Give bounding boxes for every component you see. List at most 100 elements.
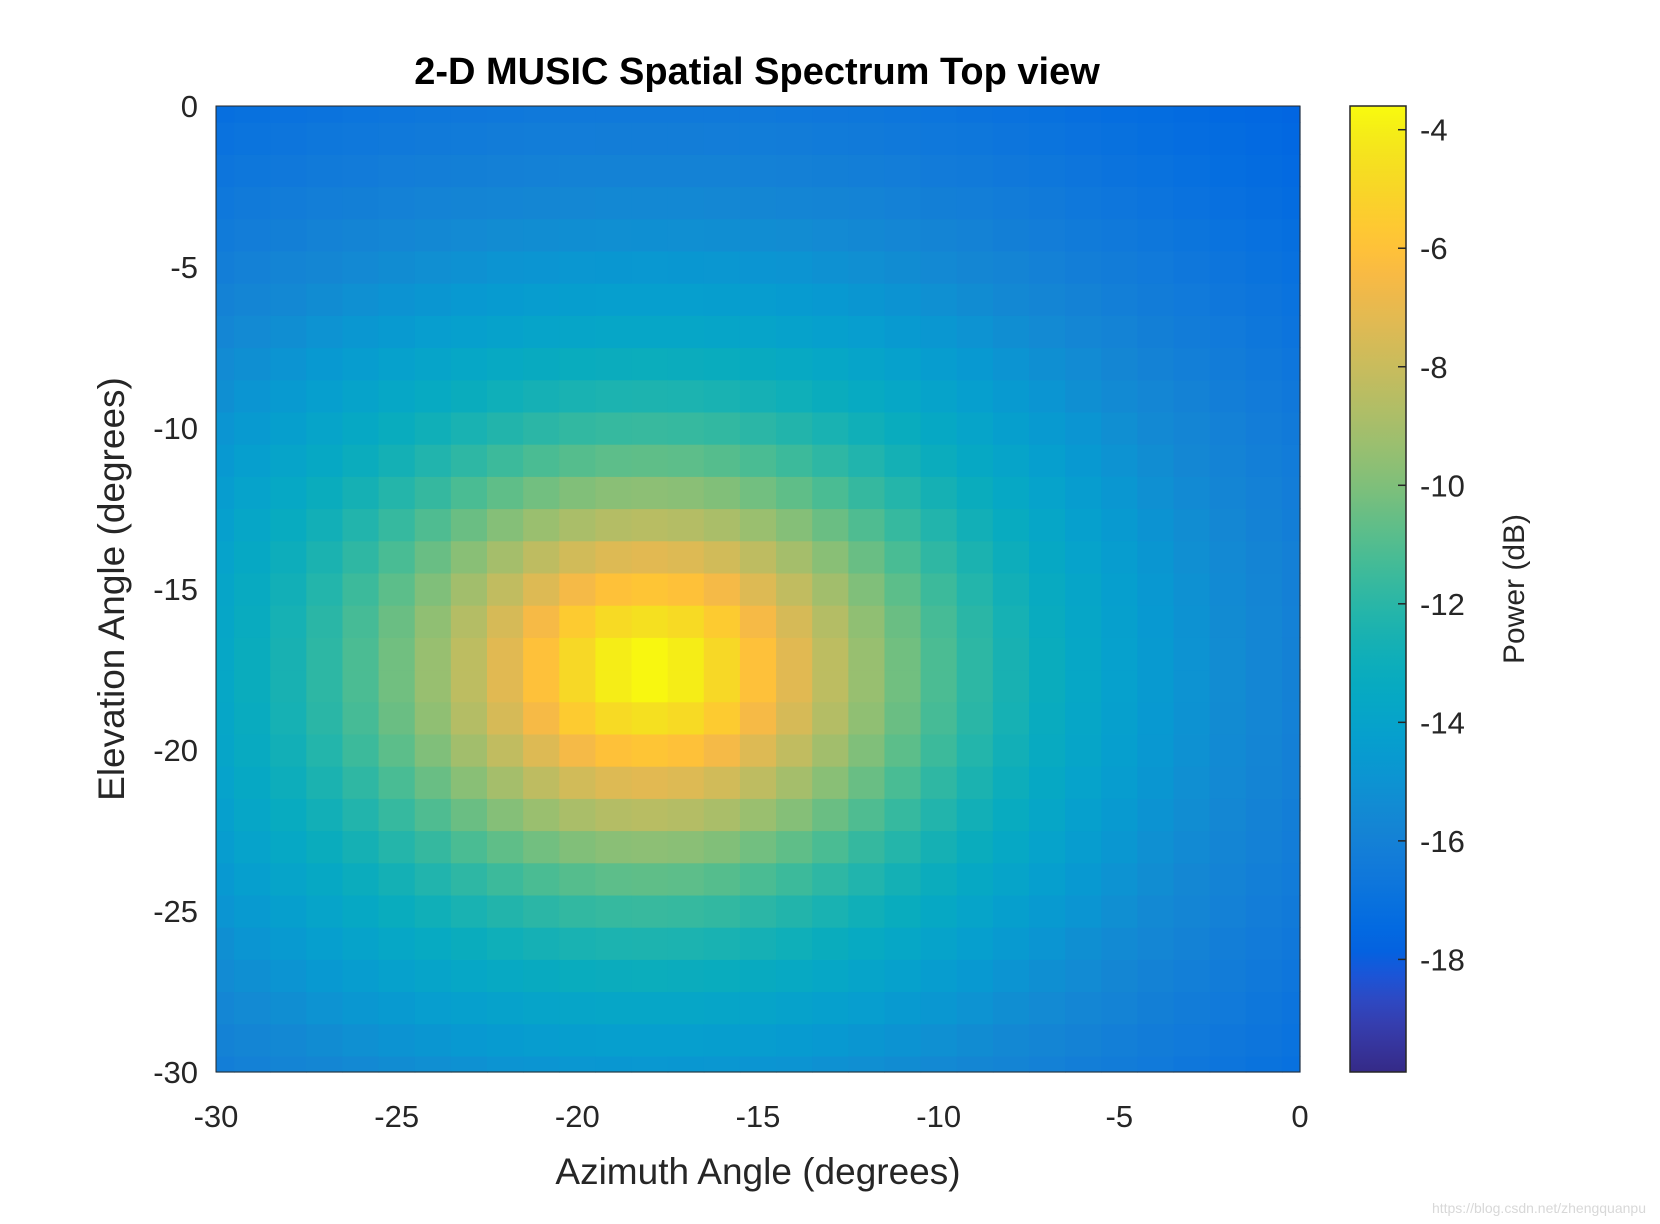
heatmap-cell — [920, 411, 958, 445]
heatmap-cell — [848, 540, 886, 574]
heatmap-cell — [848, 1055, 886, 1073]
heatmap-cell — [487, 122, 524, 155]
heatmap-cell — [378, 411, 416, 445]
heatmap-cell — [595, 733, 633, 767]
heatmap-cell — [450, 347, 488, 381]
heatmap-cell — [739, 862, 777, 896]
heatmap-cell — [776, 315, 813, 349]
heatmap-cell — [1065, 830, 1102, 864]
heatmap-cell — [1173, 508, 1211, 542]
heatmap-cell — [1209, 283, 1247, 316]
heatmap-cell — [450, 186, 488, 220]
heatmap-cell — [667, 733, 705, 767]
heatmap-cell — [848, 122, 886, 155]
heatmap-cell — [1065, 637, 1102, 671]
heatmap-cell — [956, 572, 994, 606]
heatmap-cell — [342, 315, 380, 349]
heatmap-cell — [631, 733, 669, 767]
heatmap-cell — [631, 154, 669, 188]
heatmap-cell — [306, 637, 344, 671]
heatmap-cell — [559, 959, 596, 993]
heatmap-cell — [523, 508, 560, 542]
heatmap-cell — [1209, 315, 1247, 349]
heatmap-cell — [812, 540, 849, 574]
heatmap-cell — [234, 572, 271, 606]
heatmap-cell — [234, 250, 271, 284]
heatmap-cell — [414, 1023, 452, 1057]
heatmap-cell — [216, 250, 235, 284]
heatmap-cell — [342, 733, 380, 767]
heatmap-cell — [812, 411, 849, 445]
heatmap-cell — [342, 862, 380, 896]
heatmap-cell — [1029, 798, 1066, 832]
heatmap-cell — [667, 798, 705, 832]
heatmap-cell — [1029, 444, 1066, 477]
heatmap-cell — [992, 218, 1030, 252]
heatmap-cell — [992, 106, 1030, 123]
heatmap-cell — [812, 927, 849, 960]
heatmap-cell — [776, 283, 813, 316]
heatmap-cell — [216, 347, 235, 381]
heatmap-cell — [739, 444, 777, 477]
heatmap-cell — [631, 122, 669, 155]
heatmap-cell — [776, 959, 813, 993]
heatmap-cell — [992, 411, 1030, 445]
heatmap-cell — [1101, 154, 1138, 188]
heatmap-cell — [559, 218, 596, 252]
heatmap-cell — [992, 798, 1030, 832]
heatmap-cell — [703, 154, 741, 188]
heatmap-cell — [1209, 411, 1247, 445]
heatmap-cell — [1029, 347, 1066, 381]
heatmap-cell — [1281, 991, 1301, 1025]
x-tick-label: -5 — [1106, 1099, 1134, 1134]
chart-title: 2-D MUSIC Spatial Spectrum Top view — [414, 51, 1100, 93]
heatmap-cell — [776, 733, 813, 767]
heatmap-cell — [1065, 250, 1102, 284]
heatmap-cell — [342, 830, 380, 864]
heatmap-cell — [595, 218, 633, 252]
heatmap-cell — [595, 894, 633, 928]
heatmap-cell — [342, 154, 380, 188]
heatmap-cell — [1065, 766, 1102, 799]
heatmap-cell — [992, 927, 1030, 960]
heatmap-cell — [450, 122, 488, 155]
heatmap-cell — [234, 1023, 271, 1057]
heatmap-cell — [1281, 379, 1301, 413]
heatmap-cell — [703, 444, 741, 477]
heatmap-cell — [216, 379, 235, 413]
heatmap-cell — [487, 959, 524, 993]
heatmap-cell — [1065, 122, 1102, 155]
heatmap-cell — [559, 991, 596, 1025]
heatmap-cell — [739, 476, 777, 510]
heatmap-cell — [270, 605, 307, 638]
heatmap-cell — [920, 605, 958, 638]
heatmap-cell — [739, 894, 777, 928]
heatmap-cell — [1029, 572, 1066, 606]
heatmap-cell — [450, 379, 488, 413]
heatmap-cell — [1209, 798, 1247, 832]
heatmap-cell — [595, 1055, 633, 1073]
heatmap-cell — [1245, 1055, 1283, 1073]
heatmap-cell — [306, 476, 344, 510]
heatmap-cell — [1029, 991, 1066, 1025]
heatmap-cell — [234, 991, 271, 1025]
heatmap-cell — [216, 637, 235, 671]
heatmap-cell — [631, 701, 669, 735]
heatmap-cell — [1173, 444, 1211, 477]
heatmap-cell — [739, 766, 777, 799]
heatmap-cell — [1281, 540, 1301, 574]
heatmap-cell — [234, 411, 271, 445]
heatmap-cell — [559, 250, 596, 284]
heatmap-cell — [523, 154, 560, 188]
heatmap-cell — [848, 106, 886, 123]
y-tick-label: -25 — [153, 894, 198, 929]
heatmap-cell — [884, 927, 922, 960]
heatmap-cell — [1173, 106, 1211, 123]
heatmap-cell — [234, 766, 271, 799]
heatmap-cell — [1209, 701, 1247, 735]
heatmap-cell — [342, 379, 380, 413]
heatmap-cell — [956, 347, 994, 381]
heatmap-cell — [1065, 572, 1102, 606]
heatmap-cell — [703, 106, 741, 123]
